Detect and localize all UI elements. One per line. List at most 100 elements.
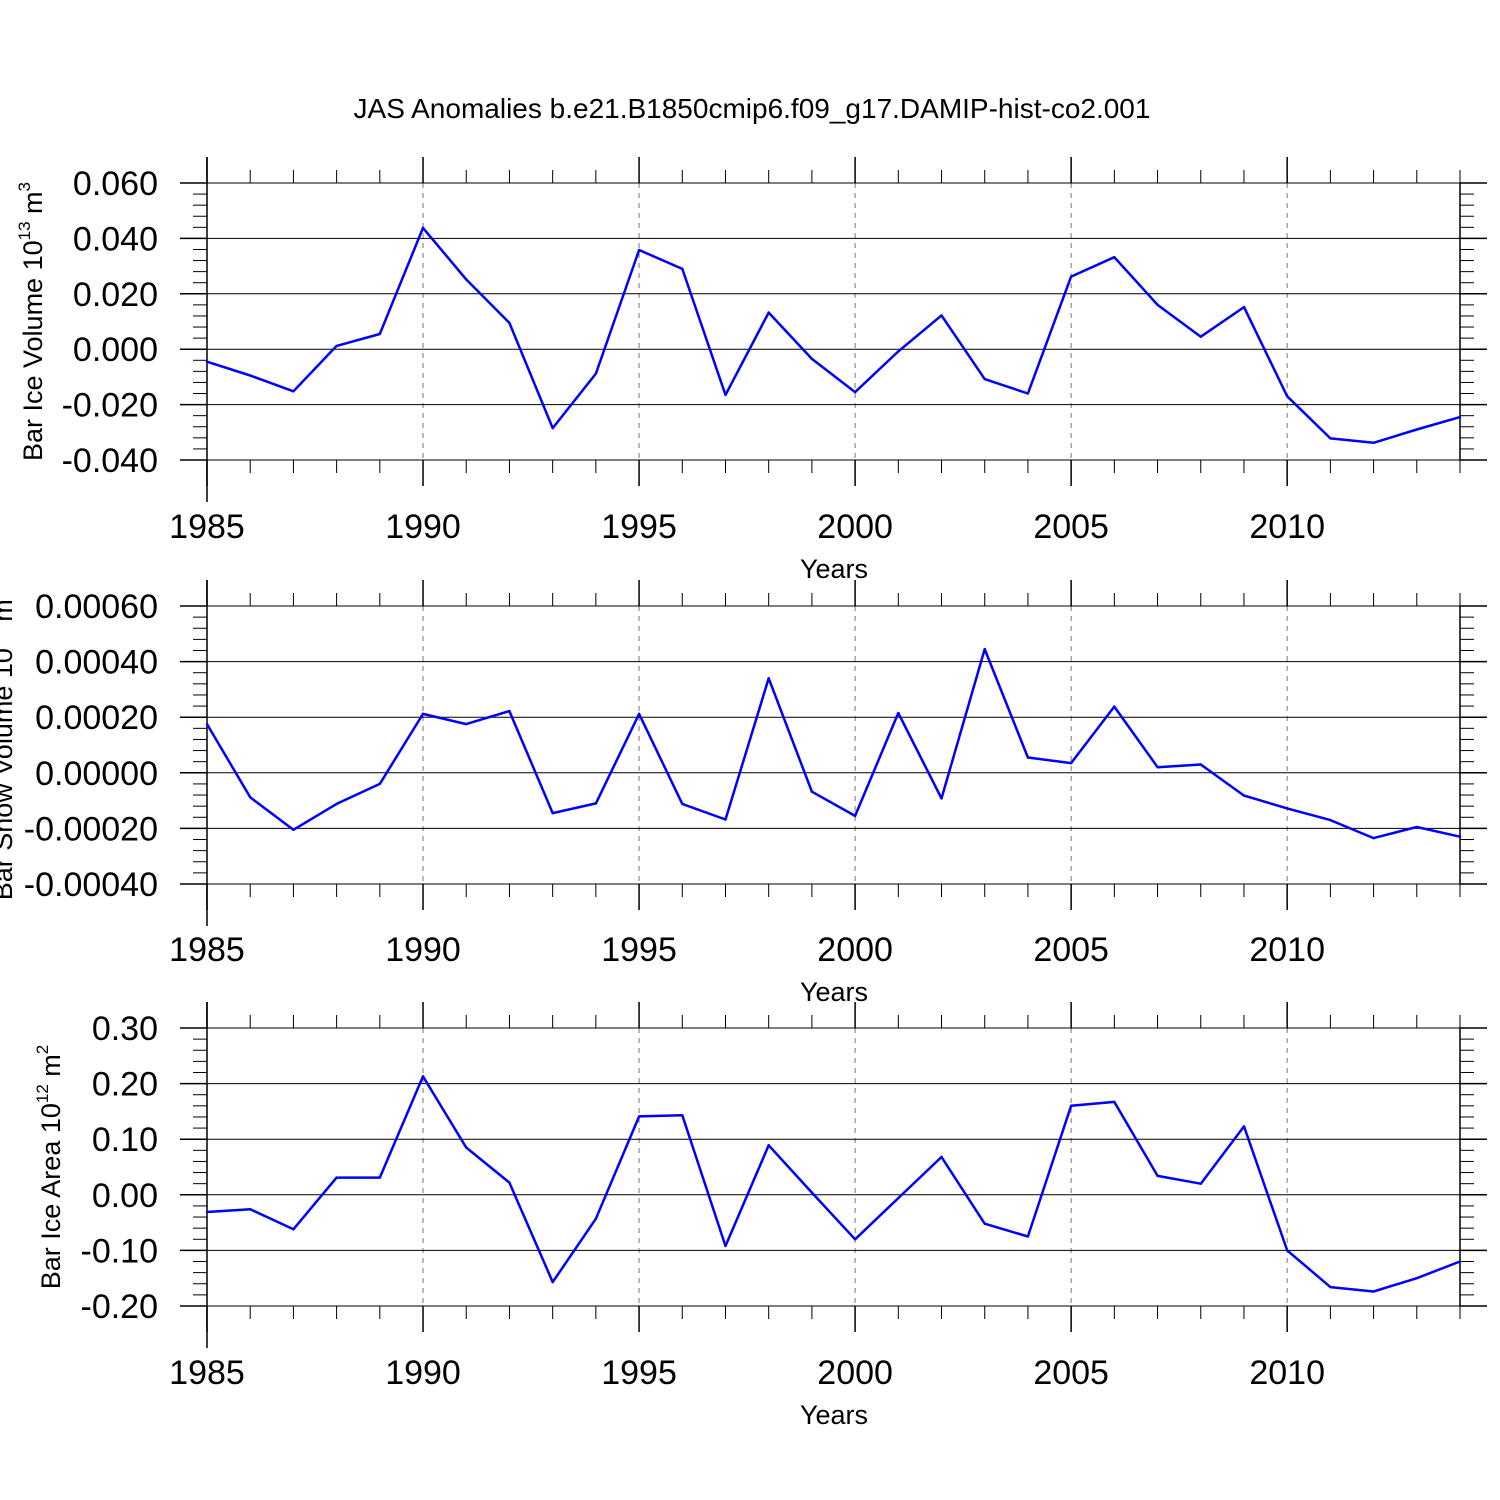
y-tick-label: 0.00020 bbox=[35, 699, 158, 737]
data-point bbox=[421, 712, 425, 716]
data-point bbox=[335, 802, 338, 806]
data-point bbox=[940, 797, 943, 800]
x-tick-label: 2000 bbox=[817, 931, 893, 969]
x-tick-label: 1985 bbox=[169, 931, 245, 969]
data-point bbox=[853, 390, 857, 394]
data-point bbox=[983, 1222, 986, 1225]
data-point bbox=[1415, 428, 1418, 431]
data-point bbox=[465, 722, 468, 726]
data-point bbox=[1026, 1235, 1030, 1238]
y-tick-label: 0.040 bbox=[73, 220, 158, 258]
data-point bbox=[1458, 415, 1462, 419]
data-point bbox=[1199, 1182, 1202, 1185]
panel-snow-volume: -0.00040 -0.00020 0.00000 0.00020 0.00040 0.0… bbox=[0, 580, 1487, 1007]
data-point bbox=[637, 1115, 641, 1118]
y-tick-label: 0.000 bbox=[73, 331, 158, 369]
data-point bbox=[551, 1280, 554, 1284]
data-point bbox=[1329, 818, 1332, 822]
data-point bbox=[1372, 836, 1375, 840]
x-tick-label: 1995 bbox=[601, 931, 677, 969]
data-point bbox=[335, 1176, 338, 1179]
data-point bbox=[810, 790, 814, 793]
data-point bbox=[1415, 1277, 1418, 1280]
data-point bbox=[681, 802, 684, 806]
data-point bbox=[378, 782, 382, 786]
data-point bbox=[1242, 794, 1246, 797]
data-point bbox=[249, 796, 252, 799]
data-point bbox=[508, 321, 511, 325]
data-point bbox=[292, 390, 295, 393]
x-tick-label: 2000 bbox=[817, 1354, 893, 1392]
y-tick-label: 0.20 bbox=[92, 1066, 158, 1104]
data-point bbox=[1156, 303, 1159, 307]
data-point bbox=[897, 350, 900, 353]
data-point bbox=[1156, 1174, 1159, 1178]
data-point bbox=[1199, 763, 1202, 766]
x-tick-label: 2010 bbox=[1249, 508, 1325, 546]
y-tick-label: -0.020 bbox=[62, 387, 158, 425]
data-point bbox=[940, 314, 943, 317]
data-point bbox=[1458, 835, 1462, 838]
data-point bbox=[249, 374, 252, 377]
y-tick-label: 0.020 bbox=[73, 276, 158, 314]
data-point bbox=[1285, 807, 1289, 810]
data-point bbox=[1372, 441, 1375, 445]
data-point bbox=[853, 814, 857, 818]
x-tick-label: 2010 bbox=[1249, 931, 1325, 969]
x-tick-label: 2005 bbox=[1033, 1354, 1109, 1392]
y-tick-label: -0.20 bbox=[81, 1288, 159, 1326]
x-axis-label: Years bbox=[800, 554, 868, 584]
x-axis-label: Years bbox=[800, 1400, 868, 1430]
data-point bbox=[1026, 756, 1030, 759]
x-tick-label: 2000 bbox=[817, 508, 893, 546]
data-point bbox=[1113, 256, 1116, 259]
data-point bbox=[853, 1238, 857, 1241]
x-tick-label: 1985 bbox=[169, 1354, 245, 1392]
y-axis-label: Bar Ice Volume 1013 m3 bbox=[15, 182, 48, 461]
y-tick-label: 0.00060 bbox=[35, 588, 158, 626]
data-point bbox=[810, 357, 814, 361]
x-tick-label: 1990 bbox=[385, 1354, 461, 1392]
data-point bbox=[637, 248, 641, 252]
x-axis-label: Years bbox=[800, 977, 868, 1007]
y-tick-label: 0.00040 bbox=[35, 644, 158, 682]
data-point bbox=[1242, 1125, 1246, 1128]
y-tick-label: -0.10 bbox=[81, 1232, 159, 1270]
data-point bbox=[1199, 335, 1202, 338]
data-point bbox=[465, 278, 468, 281]
data-point bbox=[1113, 1100, 1116, 1104]
series-line bbox=[206, 1075, 1461, 1293]
data-point bbox=[897, 711, 900, 715]
data-point bbox=[421, 1075, 425, 1078]
data-point bbox=[421, 226, 425, 230]
data-point bbox=[1069, 761, 1073, 765]
y-tick-label: 0.10 bbox=[92, 1121, 158, 1159]
data-point bbox=[940, 1155, 943, 1159]
data-point bbox=[1069, 275, 1073, 278]
data-point bbox=[681, 267, 684, 271]
data-point bbox=[551, 426, 554, 430]
data-point bbox=[465, 1146, 468, 1149]
x-tick-label: 2005 bbox=[1033, 508, 1109, 546]
data-point bbox=[205, 360, 209, 363]
data-point bbox=[1329, 437, 1332, 440]
data-point bbox=[205, 1210, 209, 1214]
x-tick-label: 1990 bbox=[385, 508, 461, 546]
data-point bbox=[292, 828, 295, 831]
data-point bbox=[594, 372, 598, 375]
data-point bbox=[508, 709, 511, 713]
y-axis-label: Bar Ice Area 1012 m2 bbox=[33, 1045, 66, 1290]
data-point bbox=[681, 1114, 684, 1117]
data-point bbox=[810, 1191, 814, 1194]
data-point bbox=[594, 1217, 598, 1220]
data-point bbox=[724, 393, 727, 397]
data-point bbox=[767, 677, 770, 680]
y-tick-label: 0.00000 bbox=[35, 755, 158, 793]
series-line bbox=[205, 647, 1461, 840]
data-point bbox=[767, 1144, 770, 1147]
data-point bbox=[551, 811, 554, 815]
data-point bbox=[767, 311, 770, 314]
x-tick-label: 1995 bbox=[601, 1354, 677, 1392]
data-point bbox=[249, 1208, 252, 1211]
